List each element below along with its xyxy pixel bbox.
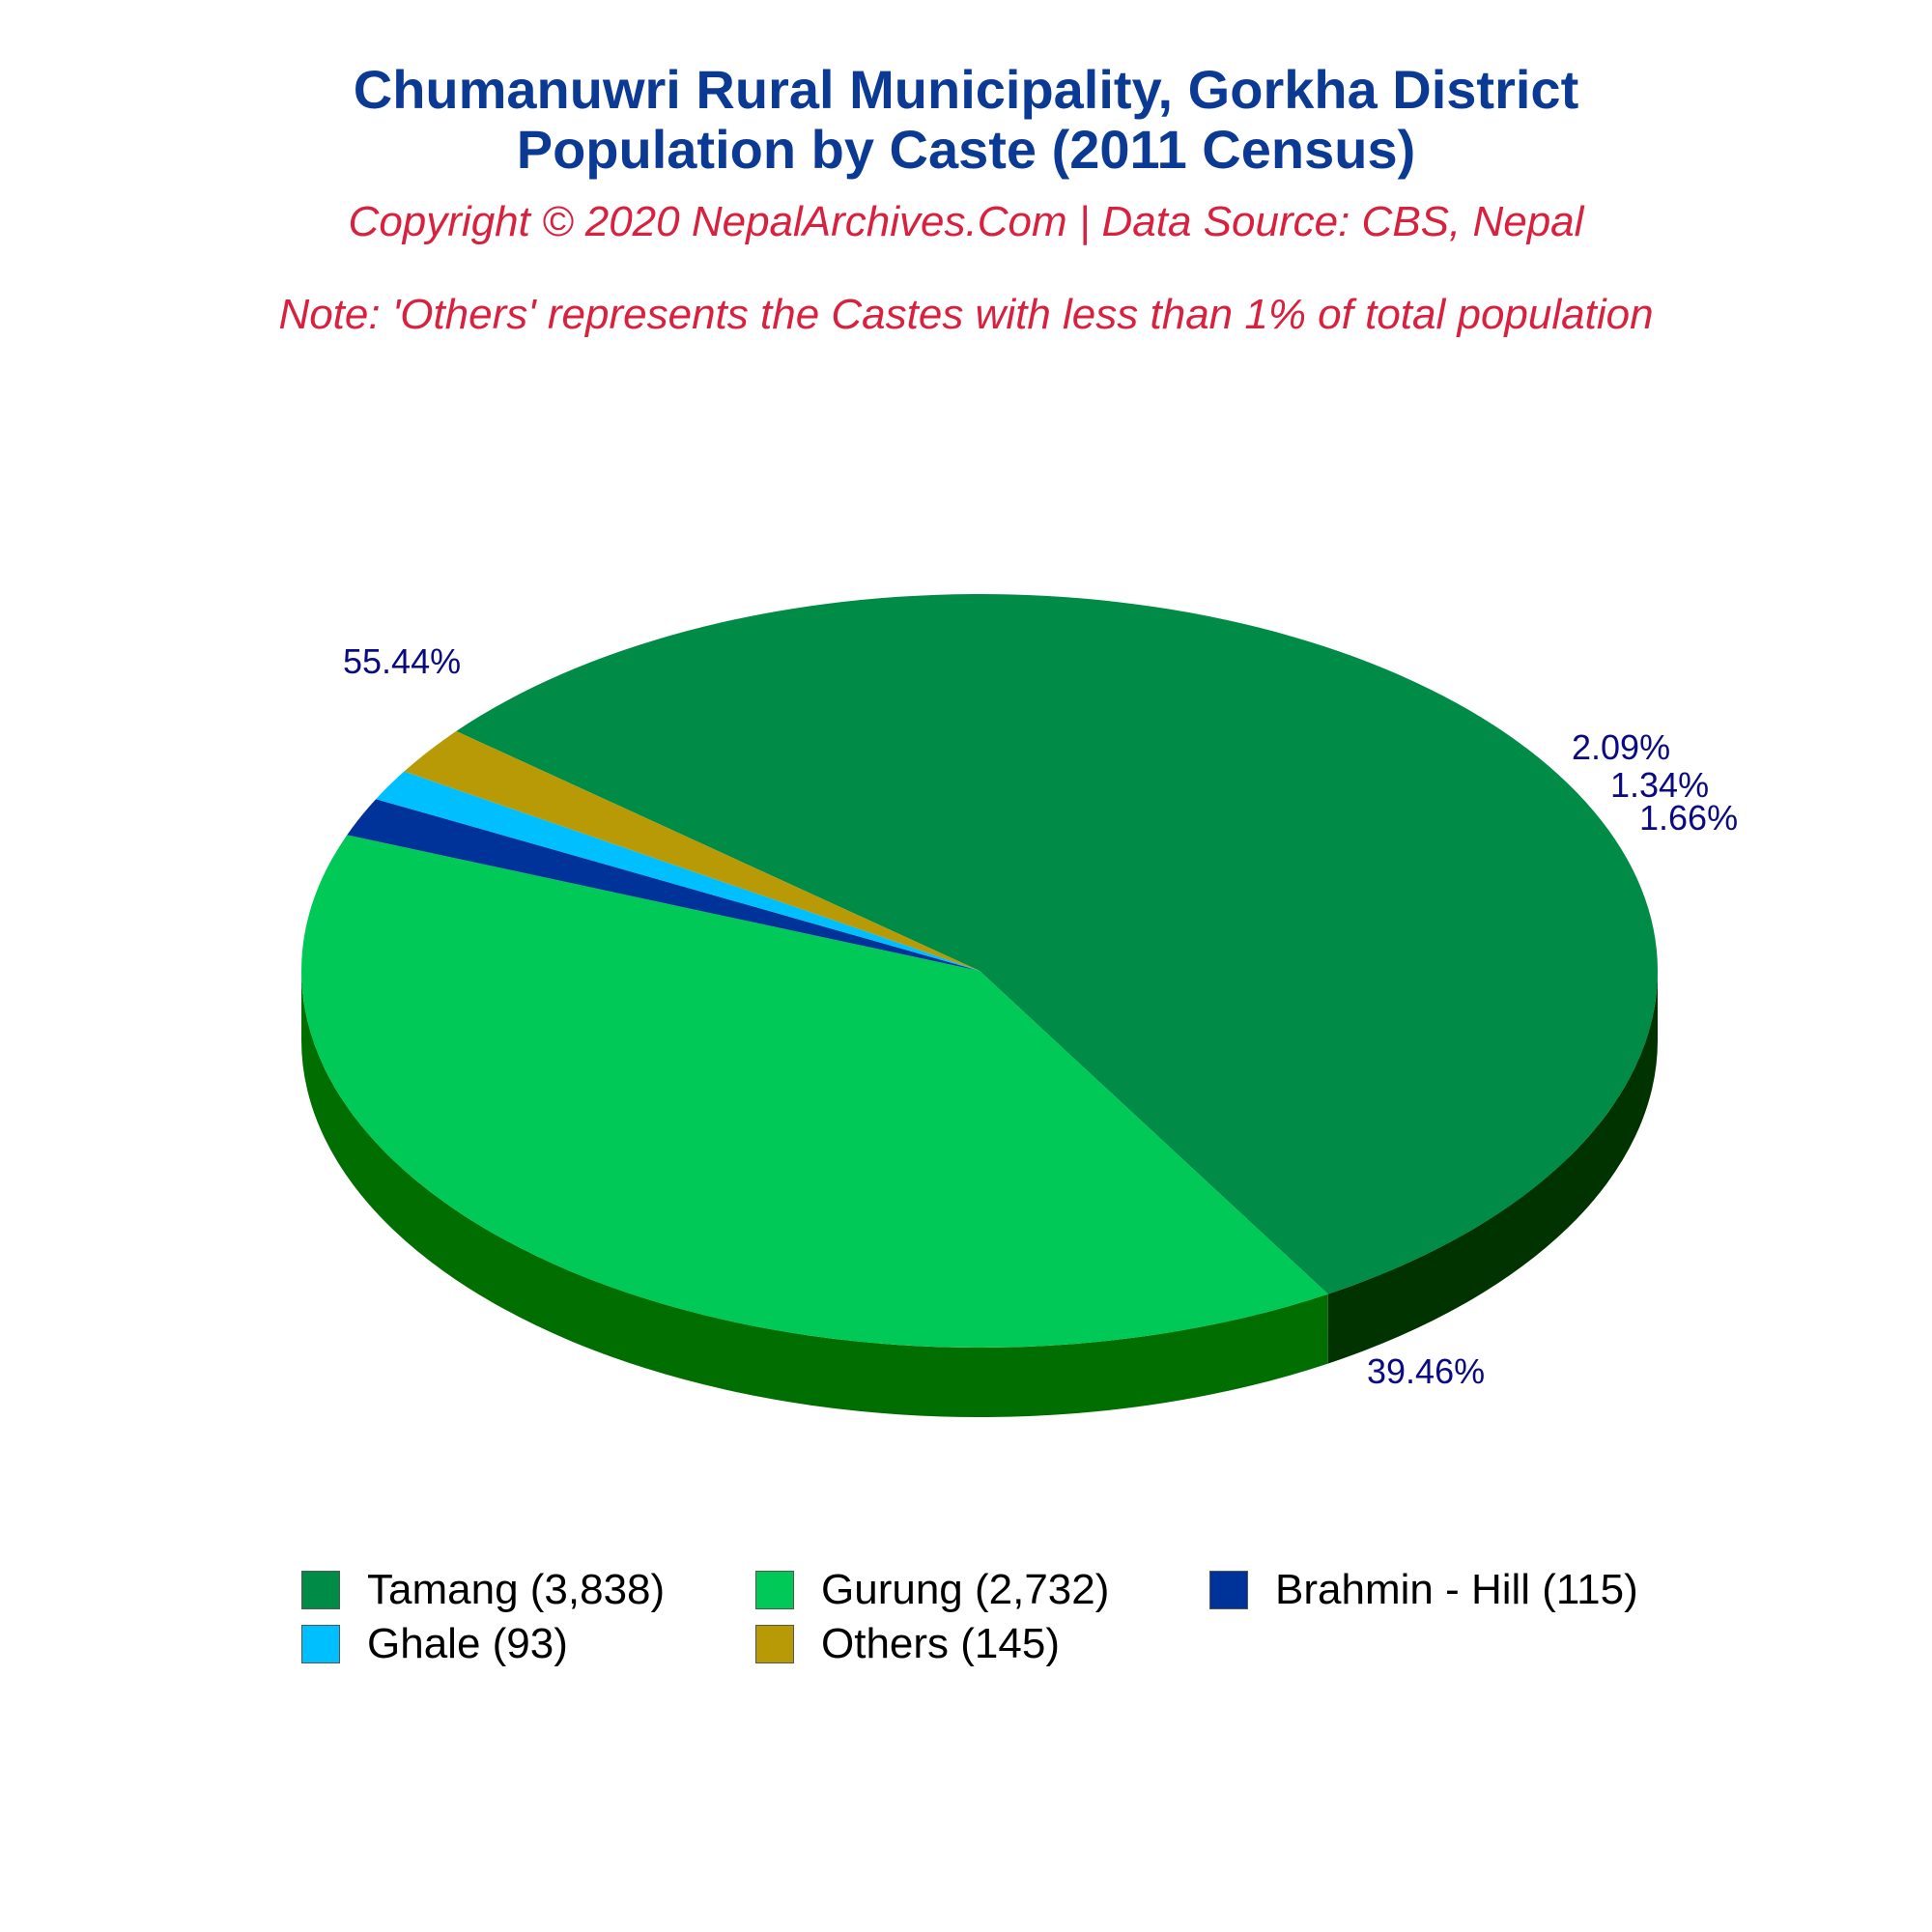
pie-side-walls	[300, 971, 1658, 1417]
chart-title-line-2: Population by Caste (2011 Census)	[516, 119, 1416, 180]
legend: Tamang (3,838) Gurung (2,732) Brahmin - …	[301, 1563, 1750, 1671]
legend-swatch-others	[755, 1625, 794, 1663]
copyright-text: Copyright © 2020 NepalArchives.Com | Dat…	[348, 198, 1584, 245]
chart-header: Chumanuwri Rural Municipality, Gorkha Di…	[0, 60, 1932, 340]
pct-label-gurung: 39.46%	[1367, 1351, 1485, 1391]
legend-item-gurung: Gurung (2,732)	[755, 1566, 1209, 1614]
legend-item-tamang: Tamang (3,838)	[301, 1566, 755, 1614]
pct-label-others: 2.09%	[1572, 727, 1670, 767]
pie-slice-gurung	[300, 835, 1328, 1348]
note-text: Note: 'Others' represents the Castes wit…	[278, 291, 1654, 338]
legend-swatch-gurung	[755, 1571, 794, 1609]
pie-side-tamang	[1327, 971, 1658, 1364]
pie-chart: 55.44% 39.46% 1.66%1.34%2.09%	[300, 593, 1738, 1417]
pie-labels: 55.44% 39.46% 1.66%1.34%2.09%	[343, 641, 1738, 1391]
legend-label-brahmin-hill: Brahmin - Hill (115)	[1275, 1566, 1638, 1613]
pie-top	[300, 593, 1659, 1348]
chart-title-line-1: Chumanuwri Rural Municipality, Gorkha Di…	[353, 59, 1579, 120]
legend-row-1: Tamang (3,838) Gurung (2,732) Brahmin - …	[301, 1563, 1750, 1617]
legend-swatch-ghale	[301, 1625, 340, 1663]
legend-label-others: Others (145)	[821, 1620, 1060, 1667]
legend-label-tamang: Tamang (3,838)	[367, 1566, 666, 1613]
legend-item-brahmin-hill: Brahmin - Hill (115)	[1209, 1566, 1663, 1614]
legend-swatch-tamang	[301, 1571, 340, 1609]
legend-row-2: Ghale (93) Others (145)	[301, 1617, 1750, 1671]
legend-label-gurung: Gurung (2,732)	[821, 1566, 1110, 1613]
pie-slice-tamang	[456, 593, 1659, 1294]
pie-slice-brahmin-hill	[347, 799, 980, 971]
pct-label-ghale: 1.34%	[1610, 765, 1709, 805]
legend-item-ghale: Ghale (93)	[301, 1620, 755, 1668]
pie-slice-others	[404, 730, 980, 971]
pct-label-tamang: 55.44%	[343, 641, 461, 681]
legend-label-ghale: Ghale (93)	[367, 1620, 568, 1667]
pct-label-brahmin-hill: 1.66%	[1639, 798, 1738, 838]
pie-slice-ghale	[376, 771, 980, 971]
pie-side-gurung	[300, 971, 1328, 1417]
legend-item-others: Others (145)	[755, 1620, 1209, 1668]
legend-swatch-brahmin-hill	[1209, 1571, 1248, 1609]
